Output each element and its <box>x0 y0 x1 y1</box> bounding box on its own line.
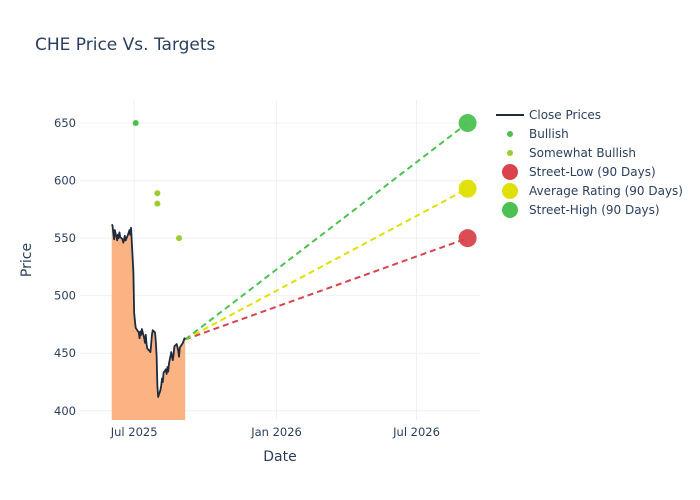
y-tick-label: 500 <box>54 289 76 303</box>
legend[interactable]: Close Prices Bullish Somewhat Bullish Stree… <box>496 108 683 218</box>
legend-label: Close Prices <box>529 108 601 122</box>
legend-label: Somewhat Bullish <box>529 146 636 160</box>
legend-dot-swatch <box>502 202 518 218</box>
close-price-area <box>111 224 186 420</box>
y-tick-label: 400 <box>54 404 76 418</box>
target-marker <box>458 229 477 248</box>
x-tick-label: Jan 2026 <box>250 425 302 439</box>
bullish-marker <box>132 120 139 127</box>
target-line <box>184 237 468 341</box>
somewhat-bullish-marker <box>176 235 183 242</box>
target-marker <box>458 114 477 133</box>
target-line <box>184 122 469 341</box>
legend-dot-swatch <box>502 164 518 180</box>
y-axis-ticks: 400 450 500 550 600 650 <box>54 116 76 418</box>
chart-title: CHE Price Vs. Targets <box>35 35 216 55</box>
y-axis-title: Price <box>19 243 35 277</box>
x-axis-ticks: Jul 2025 Jan 2026 Jul 2026 <box>110 425 440 439</box>
target-line <box>184 187 469 341</box>
legend-dot-swatch <box>507 131 513 137</box>
target-lines <box>184 122 469 341</box>
legend-dot-swatch <box>507 150 513 156</box>
rating-markers <box>132 114 477 248</box>
legend-dot-swatch <box>502 183 518 199</box>
y-tick-label: 550 <box>54 231 76 245</box>
x-tick-label: Jul 2026 <box>392 425 440 439</box>
x-tick-label: Jul 2025 <box>110 425 158 439</box>
legend-label: Bullish <box>529 127 569 141</box>
somewhat-bullish-marker <box>154 190 161 197</box>
legend-label: Average Rating (90 Days) <box>529 184 683 198</box>
y-tick-label: 450 <box>54 346 76 360</box>
x-axis-title: Date <box>263 449 296 465</box>
somewhat-bullish-marker <box>154 200 161 207</box>
y-tick-label: 600 <box>54 174 76 188</box>
legend-label: Street-High (90 Days) <box>529 203 660 217</box>
legend-label: Street-Low (90 Days) <box>529 165 656 179</box>
close-price-line <box>110 223 186 398</box>
target-marker <box>458 179 477 198</box>
close-price-series <box>110 223 186 398</box>
y-tick-label: 650 <box>54 116 76 130</box>
close-price-area-fill <box>111 224 186 420</box>
